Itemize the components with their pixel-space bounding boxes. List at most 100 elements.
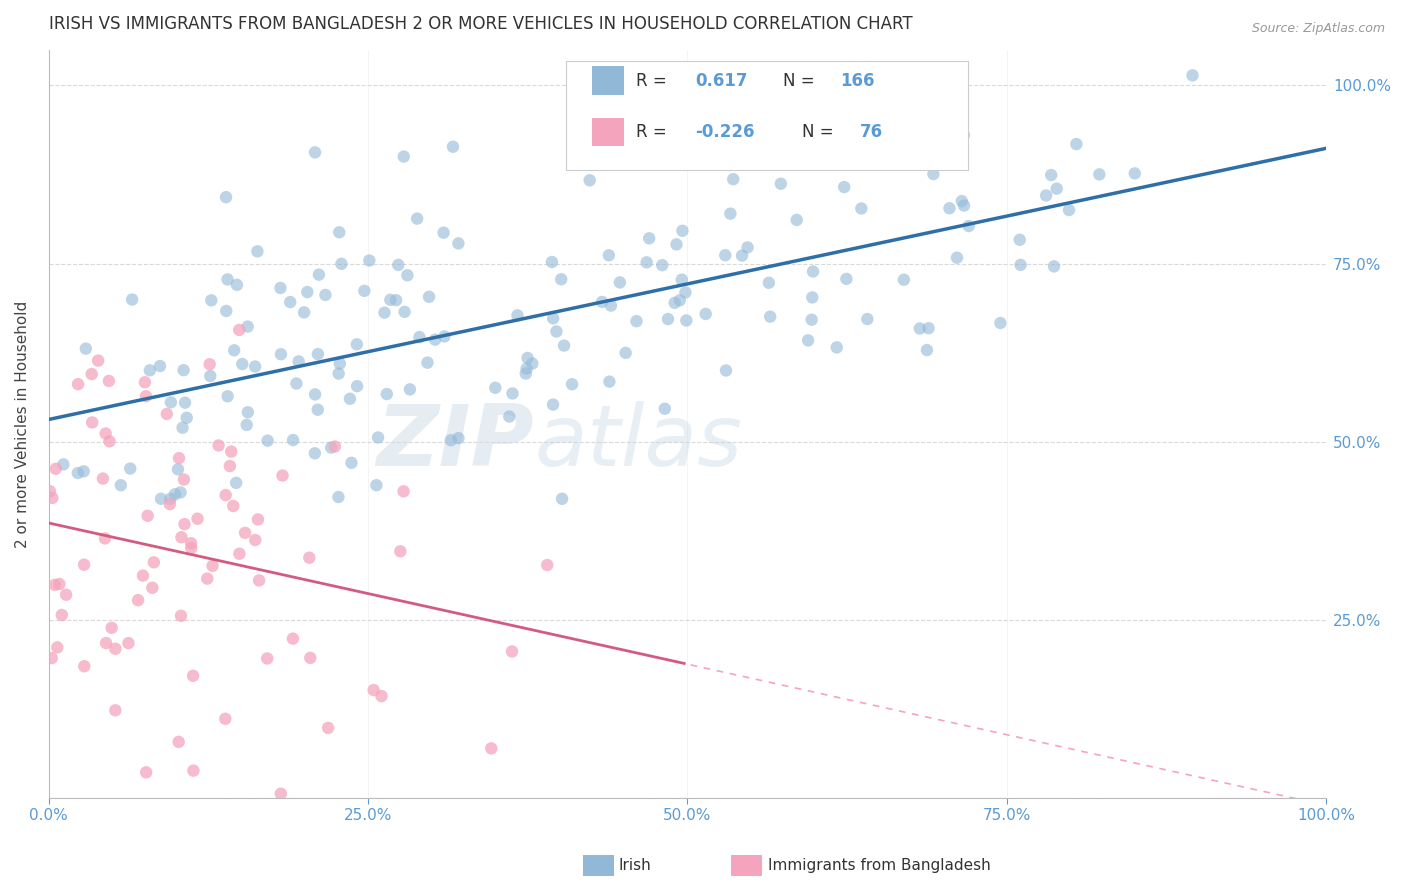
Point [654,401,676,416]
Point [247,574,270,588]
Point [671,273,693,287]
Text: R =: R = [637,71,672,89]
Point [104,641,127,656]
Point [87,353,110,368]
Point [737,240,759,254]
Point [98,434,121,449]
Point [180,541,202,555]
Point [418,290,440,304]
Text: 166: 166 [841,71,875,89]
Point [226,277,249,292]
Point [169,485,191,500]
Text: R =: R = [637,123,672,141]
Point [714,363,737,377]
Point [297,285,319,299]
Point [330,257,353,271]
Point [117,636,139,650]
Point [1181,68,1204,82]
Point [207,438,229,452]
Point [281,632,304,646]
Point [314,288,336,302]
Point [479,741,502,756]
Point [387,258,409,272]
Point [219,444,242,458]
Point [285,376,308,391]
Point [856,312,879,326]
Point [245,533,267,547]
Point [270,787,292,801]
Point [340,456,363,470]
Point [516,361,538,376]
Point [626,314,648,328]
Text: Irish: Irish [619,858,651,872]
Point [1010,258,1032,272]
Point [167,735,190,749]
Point [134,376,156,390]
Point [132,568,155,582]
Point [1088,167,1111,181]
Point [323,440,346,454]
Point [270,347,292,361]
Point [73,659,96,673]
Point [801,290,824,304]
Point [156,407,179,421]
Point [675,313,697,327]
Point [135,389,157,403]
Point [51,607,73,622]
Point [367,430,389,444]
Point [366,478,388,492]
Point [73,464,96,478]
Point [299,651,322,665]
Point [769,177,792,191]
Point [339,392,361,406]
Point [1057,202,1080,217]
Point [121,293,143,307]
Point [718,207,741,221]
Point [80,367,103,381]
Point [380,293,402,307]
Point [522,357,544,371]
Point [316,721,339,735]
Point [149,491,172,506]
Point [638,231,661,245]
Point [359,253,381,268]
Point [224,343,246,358]
Point [392,150,415,164]
Point [167,451,190,466]
Point [176,410,198,425]
Point [484,381,506,395]
Point [174,395,197,409]
Point [657,312,679,326]
Point [120,461,142,475]
Point [515,367,537,381]
Point [246,244,269,259]
Point [786,213,808,227]
Point [541,255,564,269]
Point [329,357,352,371]
Point [170,530,193,544]
Point [842,115,865,129]
Point [195,572,218,586]
Point [100,621,122,635]
Point [173,473,195,487]
Point [346,337,368,351]
Point [236,405,259,419]
Text: N =: N = [803,123,839,141]
Point [914,146,936,161]
Point [321,441,343,455]
Point [141,581,163,595]
Point [110,478,132,492]
Point [39,484,62,499]
Bar [592,66,623,95]
Bar [592,118,623,146]
Point [304,387,326,401]
Point [292,305,315,319]
Point [136,508,159,523]
Point [440,434,463,448]
Point [1043,260,1066,274]
Point [246,512,269,526]
Point [183,764,205,778]
Point [278,295,301,310]
Point [396,268,419,283]
Point [73,558,96,572]
